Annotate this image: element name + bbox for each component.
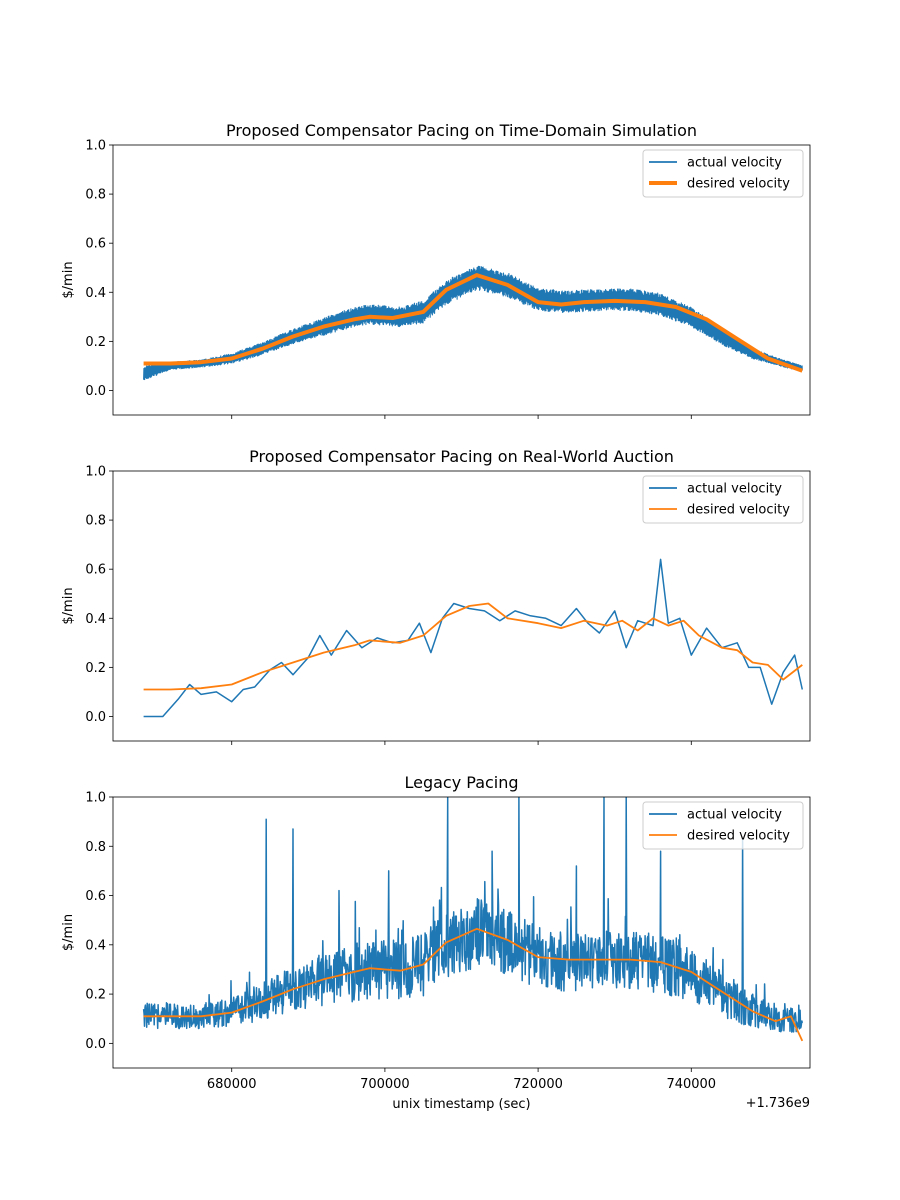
y-tick-label: 0.2: [85, 988, 106, 1003]
y-tick-label: 0.4: [85, 612, 106, 627]
x-tick-label: 700000: [360, 1077, 410, 1092]
y-tick-label: 0.2: [85, 335, 106, 350]
legend-label: desired velocity: [687, 177, 790, 192]
y-tick-label: 0.4: [85, 286, 106, 301]
axes-frame: [112, 470, 811, 742]
y-tick-label: 0.8: [85, 188, 106, 203]
y-tick-label: 0.8: [85, 514, 106, 529]
desired-velocity-line: [143, 273, 803, 373]
legend-box: [642, 475, 804, 524]
axes-frame: [112, 144, 811, 416]
legend-label: actual velocity: [687, 482, 782, 497]
x-axis: 680000 700000 720000 740000: [207, 1068, 716, 1092]
x-tick-label: 720000: [513, 1077, 563, 1092]
y-axis-label: $/min: [61, 261, 76, 298]
plot-area: [143, 265, 803, 381]
chart-panel-2: Proposed Compensator Pacing on Real-Worl…: [61, 447, 811, 745]
legend: actual velocity desired velocity: [642, 475, 804, 524]
chart-title: Legacy Pacing: [404, 773, 518, 792]
plot-area: [142, 797, 804, 1042]
chart-panel-1: Proposed Compensator Pacing on Time-Doma…: [61, 121, 811, 419]
x-axis: [231, 415, 692, 419]
y-tick-label: 1.0: [85, 791, 106, 806]
y-axis: 0.0 0.2 0.4 0.6 0.8 1.0: [85, 465, 113, 725]
chart-title: Proposed Compensator Pacing on Real-Worl…: [249, 447, 674, 466]
plot-area: [143, 558, 804, 718]
y-tick-label: 0.4: [85, 938, 106, 953]
y-tick-label: 0.2: [85, 661, 106, 676]
y-tick-label: 1.0: [85, 465, 106, 480]
legend-box: [642, 801, 804, 850]
axes-frame: [112, 796, 811, 1069]
y-axis-label: $/min: [61, 914, 76, 951]
actual-velocity-line: [143, 265, 803, 381]
y-axis: 0.0 0.2 0.4 0.6 0.8 1.0: [85, 791, 113, 1052]
y-tick-label: 0.6: [85, 563, 106, 578]
y-axis: 0.0 0.2 0.4 0.6 0.8 1.0: [85, 139, 113, 399]
y-axis-label: $/min: [61, 587, 76, 624]
desired-velocity-line: [143, 927, 804, 1042]
legend-label: desired velocity: [687, 829, 790, 844]
x-axis-label: unix timestamp (sec): [392, 1097, 530, 1112]
y-tick-label: 0.6: [85, 237, 106, 252]
y-tick-label: 0.0: [85, 384, 106, 399]
x-offset-label: +1.736e9: [746, 1096, 810, 1111]
y-tick-label: 0.0: [85, 710, 106, 725]
chart-panel-3: Legacy Pacing 0.0 0.2 0.4 0.6 0.8 1.0 $/min 6800…: [61, 773, 811, 1112]
legend-box: [642, 149, 804, 198]
desired-velocity-line: [143, 602, 803, 691]
x-axis: [231, 741, 692, 745]
legend-label: desired velocity: [687, 503, 790, 518]
legend: actual velocity desired velocity: [642, 801, 804, 850]
chart-title: Proposed Compensator Pacing on Time-Doma…: [226, 121, 697, 140]
x-tick-label: 680000: [207, 1077, 257, 1092]
y-tick-label: 0.0: [85, 1037, 106, 1052]
legend-label: actual velocity: [687, 156, 782, 171]
y-tick-label: 0.6: [85, 889, 106, 904]
x-tick-label: 740000: [666, 1077, 716, 1092]
legend: actual velocity desired velocity: [642, 149, 804, 198]
legend-label: actual velocity: [687, 808, 782, 823]
y-tick-label: 1.0: [85, 139, 106, 154]
y-tick-label: 0.8: [85, 840, 106, 855]
